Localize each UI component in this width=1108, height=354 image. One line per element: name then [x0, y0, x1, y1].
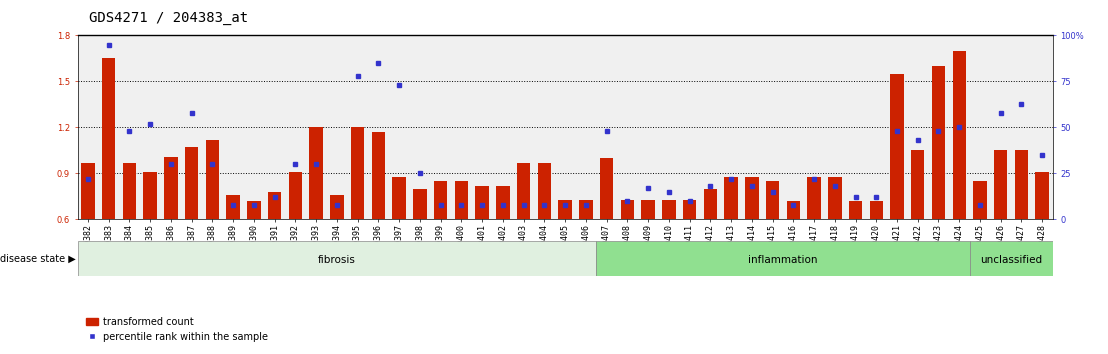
Bar [579, 200, 593, 219]
Bar [599, 158, 614, 219]
Bar [890, 74, 904, 219]
Bar [911, 150, 924, 219]
Bar [932, 66, 945, 219]
Bar [330, 195, 343, 219]
Bar [496, 186, 510, 219]
Bar [164, 156, 177, 219]
Bar [683, 200, 696, 219]
Bar [1036, 172, 1049, 219]
Bar [247, 201, 260, 219]
Bar [81, 163, 94, 219]
Bar [309, 127, 322, 219]
Bar [392, 177, 406, 219]
Bar [102, 58, 115, 219]
Bar [766, 181, 779, 219]
Bar [596, 241, 970, 276]
Bar [620, 200, 634, 219]
Bar [787, 201, 800, 219]
Bar [1015, 150, 1028, 219]
Bar [994, 150, 1007, 219]
Bar [268, 192, 281, 219]
Bar [970, 241, 1053, 276]
Bar [185, 147, 198, 219]
Text: GDS4271 / 204383_at: GDS4271 / 204383_at [89, 11, 248, 25]
Bar [143, 172, 157, 219]
Bar [289, 172, 302, 219]
Bar [558, 200, 572, 219]
Bar [351, 127, 365, 219]
Text: unclassified: unclassified [981, 255, 1043, 265]
Bar [642, 200, 655, 219]
Bar [413, 189, 427, 219]
Bar [475, 186, 489, 219]
Bar [516, 163, 531, 219]
Bar [123, 163, 136, 219]
Bar [745, 177, 759, 219]
Bar [78, 241, 596, 276]
Bar [537, 163, 551, 219]
Text: disease state ▶: disease state ▶ [0, 253, 75, 263]
Bar [725, 177, 738, 219]
Bar [226, 195, 240, 219]
Bar [434, 181, 448, 219]
Bar [663, 200, 676, 219]
Bar [371, 132, 386, 219]
Bar [973, 181, 987, 219]
Legend: transformed count, percentile rank within the sample: transformed count, percentile rank withi… [82, 313, 271, 346]
Bar [849, 201, 862, 219]
Bar [454, 181, 468, 219]
Bar [828, 177, 841, 219]
Text: fibrosis: fibrosis [318, 255, 356, 265]
Bar [870, 201, 883, 219]
Bar [808, 177, 821, 219]
Bar [704, 189, 717, 219]
Bar [953, 51, 966, 219]
Bar [206, 140, 219, 219]
Text: inflammation: inflammation [748, 255, 818, 265]
